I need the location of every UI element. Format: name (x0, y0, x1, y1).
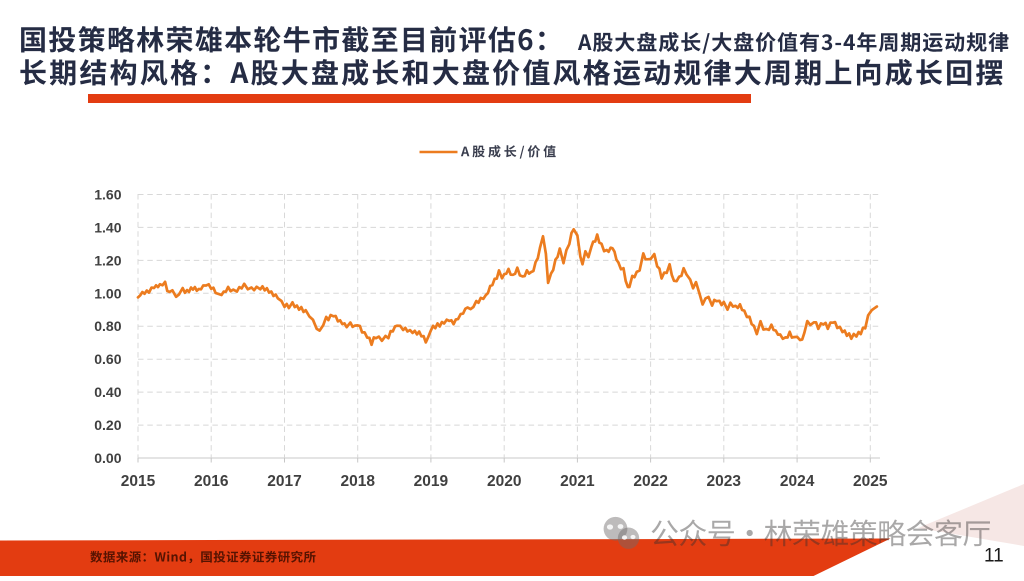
svg-text:2018: 2018 (340, 473, 375, 490)
svg-text:2015: 2015 (121, 473, 156, 490)
svg-text:2017: 2017 (267, 473, 301, 490)
svg-text:2020: 2020 (487, 473, 521, 490)
svg-text:11: 11 (984, 546, 1004, 567)
svg-text:2016: 2016 (194, 473, 229, 490)
svg-text:1.20: 1.20 (94, 252, 121, 268)
svg-text:0.00: 0.00 (94, 450, 121, 466)
svg-text:0.20: 0.20 (94, 417, 121, 433)
svg-text:2021: 2021 (560, 473, 595, 490)
svg-text:2022: 2022 (633, 473, 667, 490)
svg-text:0.80: 0.80 (94, 318, 121, 334)
svg-text:2025: 2025 (853, 473, 888, 490)
svg-text:2024: 2024 (780, 473, 815, 490)
svg-text:1.40: 1.40 (94, 219, 121, 235)
svg-text:0.40: 0.40 (94, 384, 121, 400)
svg-text:1.00: 1.00 (94, 285, 121, 301)
svg-text:2019: 2019 (414, 473, 449, 490)
svg-text:2023: 2023 (707, 473, 742, 490)
svg-text:0.60: 0.60 (94, 351, 121, 367)
svg-text:1.60: 1.60 (94, 187, 121, 203)
